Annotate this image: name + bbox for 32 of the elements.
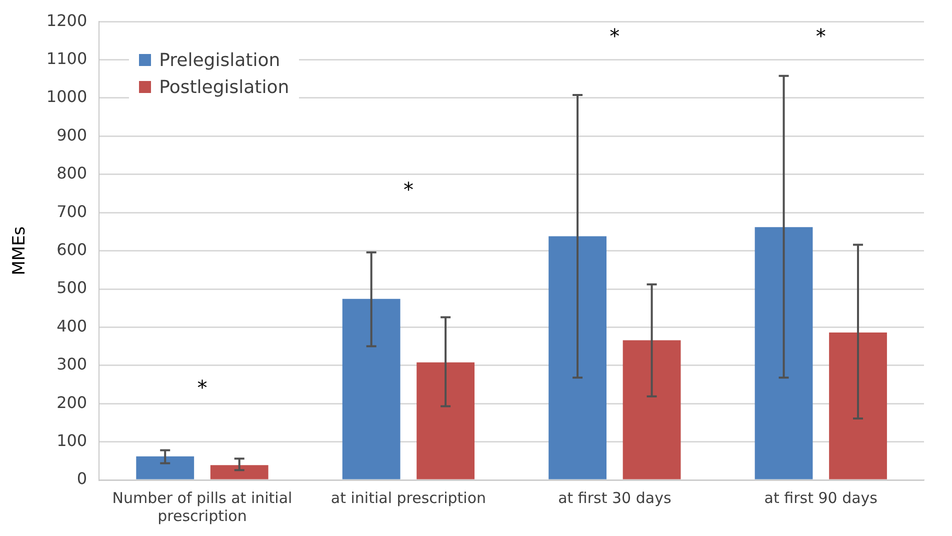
y-tick-label: 600	[56, 240, 88, 259]
bar	[210, 465, 268, 480]
y-tick-label: 500	[56, 278, 88, 298]
bar	[548, 236, 607, 480]
bar	[342, 298, 400, 480]
y-tick-label: 0	[76, 469, 88, 488]
bar	[754, 227, 813, 480]
y-tick-label: 1000	[46, 87, 88, 106]
y-tick-label: 700	[56, 202, 88, 221]
x-tick-label: at first 30 days	[558, 488, 672, 507]
y-tick-label: 1200	[46, 10, 88, 30]
annotation: *	[403, 178, 414, 202]
x-tick-label: at first 90 days	[764, 488, 878, 507]
annotation: *	[610, 24, 620, 48]
x-tick-label: Number of pills at initial prescription	[112, 488, 292, 525]
y-tick-label: 1100	[46, 48, 88, 68]
y-tick-label: 300	[56, 354, 88, 374]
y-tick-label: 100	[56, 430, 88, 450]
annotation: *	[816, 24, 826, 48]
y-tick-label: 800	[56, 164, 88, 183]
bar	[416, 362, 475, 480]
y-axis-title: MMEs	[10, 226, 30, 276]
bar	[829, 332, 887, 480]
y-tick-label: 400	[56, 316, 88, 336]
bar	[136, 456, 194, 480]
legend-label: Postlegislation	[159, 76, 290, 98]
x-tick-label: at initial prescription	[330, 488, 486, 507]
annotation: *	[197, 375, 208, 400]
legend-label: Prelegislation	[159, 50, 280, 71]
bar	[622, 340, 681, 480]
y-tick-label: 200	[56, 392, 88, 412]
y-tick-label: 900	[56, 125, 88, 144]
